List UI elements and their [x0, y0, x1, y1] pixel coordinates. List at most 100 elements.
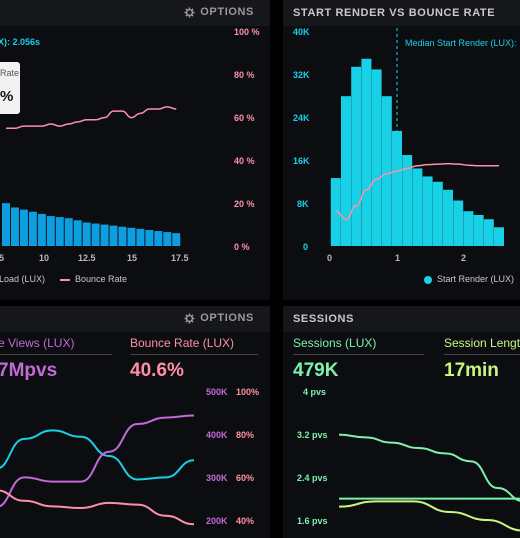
session-length-label: Session Length	[444, 336, 520, 350]
tooltip-label: Rate	[0, 68, 20, 78]
legend-start-render[interactable]: Start Render (LUX)	[437, 274, 515, 284]
y-tick-bounce: 80%	[236, 430, 255, 440]
start-render-bar	[463, 211, 474, 246]
start-render-bar	[402, 155, 413, 246]
load-bar	[64, 218, 73, 246]
load-bar	[91, 223, 100, 246]
x-tick: 1	[395, 253, 401, 263]
y-tick-views: 200K	[206, 516, 228, 526]
panel-header: SESSIONS	[283, 306, 520, 332]
metric-underline	[0, 354, 112, 355]
start-render-bar	[392, 130, 402, 246]
bottom-right-panel: SESSIONS Sessions (LUX) 479K Session Len…	[283, 306, 520, 538]
legend-bounce-label[interactable]: Bounce Rate	[75, 274, 128, 284]
start-render-bar	[432, 181, 443, 246]
median-annotation: X): 2.056s	[0, 37, 41, 47]
y-tick-views: 500K	[206, 387, 228, 397]
y-tick: 8K	[297, 199, 309, 209]
y-tick: 2.4 pvs	[297, 473, 328, 483]
y-tick: 24K	[293, 113, 310, 123]
y-tick: 0	[303, 242, 309, 252]
options-button[interactable]: OPTIONS	[184, 6, 254, 18]
page-views-label: e Views (LUX)	[0, 336, 75, 350]
x-tick: 15	[127, 253, 138, 263]
load-bar	[73, 220, 82, 246]
start-render-bar	[330, 178, 341, 246]
y-tick-views: 400K	[206, 430, 228, 440]
legend-load-label[interactable]: Load (LUX)	[0, 274, 46, 284]
start-render-bar	[483, 219, 494, 246]
page-views-value: 7Mpvs	[0, 360, 58, 381]
page-views-line	[0, 429, 195, 481]
y-right-tick: 20 %	[234, 199, 255, 209]
session-length-value: 17min	[444, 360, 499, 381]
start-render-bar	[453, 200, 464, 246]
x-tick: 17.5	[171, 253, 189, 263]
start-render-bar	[494, 227, 504, 246]
panel-header: OPTIONS	[0, 0, 270, 26]
load-bar	[118, 226, 127, 246]
y-tick: 32K	[293, 70, 310, 80]
sessions-label: Sessions (LUX)	[293, 336, 377, 350]
load-bar	[2, 203, 10, 246]
sessions-value: 479K	[293, 360, 339, 381]
bounce-trend-line	[0, 414, 195, 508]
load-bar	[46, 216, 55, 246]
tooltip-value: %	[0, 88, 14, 105]
options-label: OPTIONS	[200, 312, 254, 324]
load-bar	[28, 211, 37, 246]
x-tick: 12.5	[78, 253, 96, 263]
bounce-rate-label: Bounce Rate (LUX)	[130, 336, 235, 350]
start-render-bar	[412, 168, 423, 246]
load-bounce-chart	[2, 106, 181, 246]
y-tick: 4 pvs	[303, 387, 327, 397]
load-bar	[172, 233, 181, 246]
start-render-bar	[381, 96, 392, 246]
y-right-tick: 40 %	[234, 156, 255, 166]
x-tick: 10	[39, 253, 50, 263]
y-tick: 1.6 pvs	[297, 516, 328, 526]
y-right-tick: 80 %	[234, 70, 255, 80]
sessions-line	[338, 433, 520, 502]
legend-dot	[424, 276, 432, 284]
start-render-bar	[351, 66, 362, 247]
panel-title: SESSIONS	[293, 313, 355, 325]
y-tick-bounce: 100%	[236, 387, 260, 397]
y-tick-bounce: 60%	[236, 473, 255, 483]
start-render-bar	[341, 96, 351, 246]
load-bar	[100, 224, 109, 246]
bounce-rate-line	[335, 162, 499, 221]
load-bar	[127, 227, 136, 246]
y-right-tick: 100 %	[234, 27, 260, 37]
y-tick-bounce: 40%	[236, 516, 255, 526]
x-tick: 5	[0, 253, 5, 263]
top-right-panel: START RENDER VS BOUNCE RATE 40K 32K 24K …	[283, 0, 520, 300]
metric-underline	[130, 354, 258, 355]
bottom-left-panel: OPTIONS e Views (LUX) 7Mpvs Bounce Rate …	[0, 306, 270, 538]
start-render-bar	[361, 58, 372, 246]
start-render-chart	[330, 28, 504, 247]
panel-title: START RENDER VS BOUNCE RATE	[293, 7, 496, 19]
gear-icon	[184, 6, 195, 18]
load-bar	[55, 217, 64, 246]
bounce-rate-line	[6, 106, 177, 130]
start-render-bar	[443, 189, 453, 246]
y-right-tick: 0 %	[234, 242, 250, 252]
top-left-panel: OPTIONS X): 2.056s Rate % 100 % 80 % 60 …	[0, 0, 270, 300]
load-bar	[163, 232, 172, 246]
legend-bounce-swatch	[60, 279, 70, 281]
load-bar	[10, 207, 19, 246]
y-tick: 3.2 pvs	[297, 430, 328, 440]
start-render-bar	[371, 69, 382, 246]
load-bar	[145, 229, 154, 246]
options-button[interactable]: OPTIONS	[184, 312, 254, 324]
median-label: Median Start Render (LUX):	[405, 38, 517, 48]
y-tick-views: 300K	[206, 473, 228, 483]
load-bar	[154, 231, 163, 246]
sessions-chart	[338, 433, 520, 532]
load-bar	[82, 222, 91, 246]
chart-tooltip: Rate %	[0, 62, 20, 114]
options-label: OPTIONS	[200, 6, 254, 18]
y-tick: 16K	[293, 156, 310, 166]
load-bar	[37, 213, 46, 246]
